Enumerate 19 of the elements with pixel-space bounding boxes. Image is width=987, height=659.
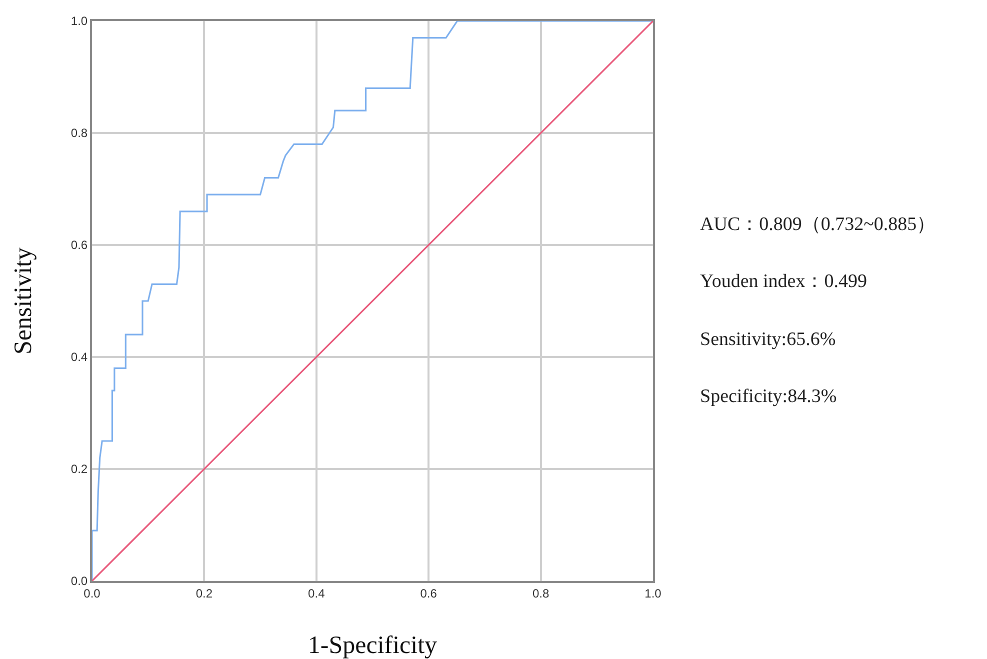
x-tick-label: 0.8 <box>532 586 550 600</box>
x-tick-label: 0.0 <box>84 586 101 600</box>
x-tick-label: 0.2 <box>196 586 213 600</box>
text: Youden index：0.499 <box>700 271 867 292</box>
x-tick-label: 0.6 <box>420 586 438 600</box>
text: Sensitivity:65.6% <box>700 329 836 350</box>
y-axis-title: Sensitivity <box>10 247 37 354</box>
text: Specificity:84.3% <box>700 386 837 407</box>
line-series <box>92 21 653 581</box>
x-axis-title: 1-Specificity <box>308 632 438 659</box>
x-tick-label: 0.4 <box>308 586 326 600</box>
y-tick-label: 0.0 <box>70 574 88 588</box>
y-tick-label: 0.6 <box>70 238 88 252</box>
y-tick-label: 0.8 <box>70 126 88 140</box>
y-tick-label: 0.4 <box>70 350 88 364</box>
y-tick-label: 0.2 <box>70 462 88 476</box>
text: AUC：0.809（0.732~0.885） <box>700 214 936 235</box>
x-tick-label: 1.0 <box>644 586 662 600</box>
y-tick-label: 1.0 <box>70 14 88 28</box>
